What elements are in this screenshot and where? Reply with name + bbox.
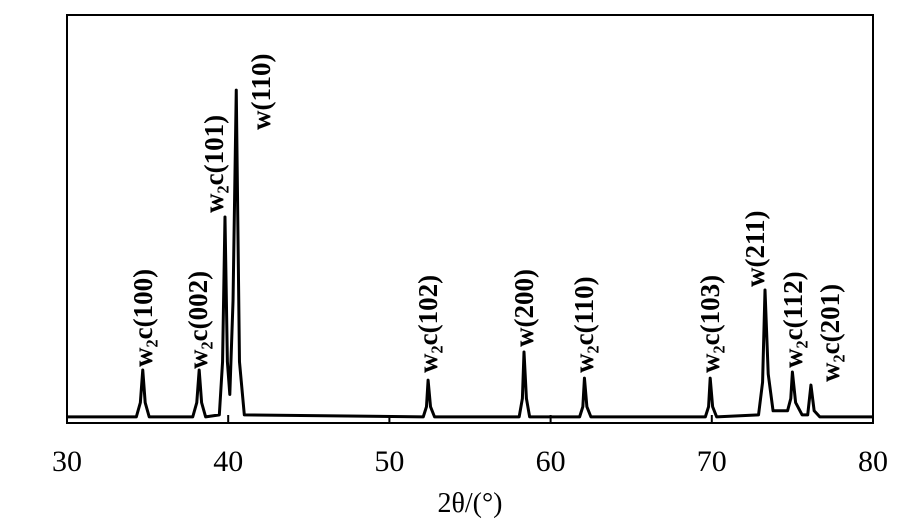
plot-frame [66,14,874,424]
peak-label: w(211) [740,211,770,288]
x-tick-label: 50 [374,445,404,478]
peak-label: w(200) [509,269,539,347]
peak-label: w₂c(002) [183,271,213,369]
spectrum-line [67,88,873,419]
x-tick-label: 30 [52,445,82,478]
peak-label: w₂c(102) [413,275,443,373]
peak-label: w₂c(101) [199,115,229,213]
x-tick-label: 60 [536,445,566,478]
peak-label: w₂c(100) [128,269,158,367]
peak-label: w₂c(112) [778,271,808,368]
peak-label: w₂c(110) [569,276,599,373]
x-tick-label: 70 [697,445,727,478]
x-tick-label: 80 [858,445,888,478]
x-tick-label: 40 [213,445,243,478]
x-axis-label: 2θ/(°) [437,488,502,519]
peak-label: w₂c(103) [695,275,725,373]
peak-label: w₂c(201) [815,284,845,382]
peak-label: w(110) [246,54,276,131]
